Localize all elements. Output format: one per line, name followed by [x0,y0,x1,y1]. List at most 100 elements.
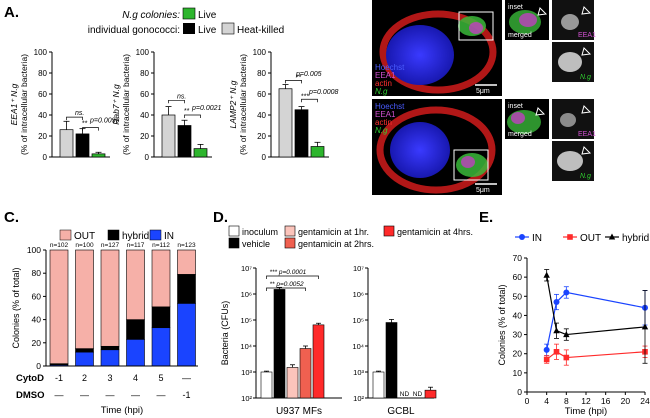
micro-top-inset-eea1 [519,13,537,27]
point-in [563,289,570,296]
legend-a-row2-item2: Heat-killed [237,25,284,36]
legend-label-3: gentamicin at 2hrs. [298,239,374,249]
bar-3 [299,348,312,399]
micro-top-ng-label: N.g [375,87,388,96]
chart-c-colonies: 0 20 40 60 80 100 Colonies (% of total) OUT hybr… [11,229,198,416]
legend-a-swatch-black [183,23,195,34]
n-label: n=117 [127,242,145,249]
micro-bottom-scale: 5μm [476,187,490,194]
y-tick-label: 10 [513,368,523,378]
legend-a-row1-label: N.g colonies: [122,10,180,21]
micro-top-gray-ng-blob [558,52,582,72]
point-hybrid [553,327,560,334]
bar-green [193,148,208,158]
cytod-label: 2 [82,373,87,383]
x-tick-label: 4 [544,396,549,406]
bar-gray [59,129,74,158]
bar-segment-out [49,249,69,364]
n-label: n=102 [50,242,69,249]
dmso-label: -1 [182,390,190,400]
bar-segment-out [75,249,94,349]
bar-black [294,109,309,158]
x-axis-label: Time (hpi) [101,405,143,416]
bar-segment-out [100,249,120,347]
y-tick-label: 100 [27,245,41,255]
micro-top-gray-ng-label: N.g [580,74,591,81]
annotation-stars: *** [301,93,309,100]
y-tick-label: 10² [241,394,252,403]
annotation-p: p=0.0021 [191,105,221,112]
y-tick-label: 60 [140,90,149,99]
bar-segment-out [177,249,196,275]
chart-a-rab7: 0 20 40 60 80 100 Rab7⁺ N.g (% of intracellular… [111,48,221,162]
point-hybrid [543,271,550,278]
bar-segment-in [126,339,145,367]
dmso-label: — [55,390,64,400]
legend-swatch-2 [284,225,296,237]
y-tick-label: 10⁷ [241,264,252,273]
micro-top-actin-label: actin [375,79,392,88]
y-axis-label-2: (% of intracellular bacteria) [121,54,131,155]
cytod-label: 3 [107,373,112,383]
point-hybrid [641,323,649,330]
micro-bottom-actin [376,106,496,194]
micro-bottom-gray-arrow2 [581,146,592,155]
y-tick-label: 0 [43,153,48,162]
sig-bracket [285,80,302,84]
bar-2 [286,367,299,399]
bar-green [91,153,106,158]
legend-marker-hybrid [608,233,616,240]
chart-a-eea1: 0 20 40 60 80 100 EEA1⁺ N.g (% of intracellular… [9,48,119,162]
legend-swatch-out [59,229,72,241]
series-line-hybrid [546,275,646,336]
legend-a-row2-label: individual gonococci: [88,25,180,36]
micro-bottom-gray-ng-blob [557,151,583,171]
legend-label-0: inoculum [242,227,278,237]
x-tick-label: 8 [564,396,569,406]
y-tick-label: 0 [517,387,522,397]
micro-bottom-merged-label: merged [508,131,532,138]
annotation-ns: ns. [177,93,186,100]
point-out [553,349,560,355]
micro-bottom-gray-eea1-blob [560,113,576,127]
y-tick-label: 60 [513,272,523,282]
n-label: n=112 [152,242,170,249]
cytod-label: — [182,373,191,383]
y-tick-label: 70 [513,253,523,263]
micro-top-gray-arrow2 [581,47,592,56]
dmso-label: — [106,390,115,400]
micro-top-actin [379,10,497,94]
y-tick-label: 40 [38,111,47,120]
y-tick-label: 30 [513,330,523,340]
group-label: U937 MFs [276,406,322,417]
y-tick-label: 60 [32,291,42,301]
y-axis-label: Bacteria (CFUs) [220,301,230,366]
legend-a-swatch-gray [221,22,235,35]
legend-a: N.g colonies: Live individual gonococci:… [88,7,284,36]
micro-bottom-hoechst: Hoechst [375,102,405,111]
row-label-dmso: DMSO [16,390,45,401]
micro-top-eea1 [469,22,483,34]
point-hybrid [563,331,570,338]
y-axis-label: Colonies (% of total) [11,267,21,348]
y-axis-label: Colonies (% of total) [497,284,507,365]
micro-bottom-gray-arrow1 [581,105,592,114]
chart-a-lamp2: 0 20 40 60 80 100 LAMP2⁺ N.g (% of intracellula… [228,48,338,162]
micro-top-gray-eea1-label: EEA1 [578,32,596,39]
point-in [543,346,550,353]
n-label: n=127 [101,242,120,249]
legend-marker-out [567,234,573,240]
cytod-label: 5 [158,373,163,383]
panel-letter-a: A. [4,4,19,21]
x-tick-label: 24 [640,396,650,406]
y-tick-label: 10³ [241,368,252,377]
micro-top-eea1-label: EEA1 [375,71,396,80]
legend-label-4: gentamicin at 4hrs. [397,227,473,237]
chart-d-cfus: inoculum vehicle gentamicin at 1hr. gentami… [220,225,473,417]
y-tick-label: 10⁴ [352,342,364,351]
y-tick-label: 100 [34,48,48,57]
y-tick-label: 10⁶ [353,290,364,299]
micro-top-scale: 5μm [476,88,490,95]
panel-letter-e: E. [479,209,493,226]
point-out [543,356,550,363]
